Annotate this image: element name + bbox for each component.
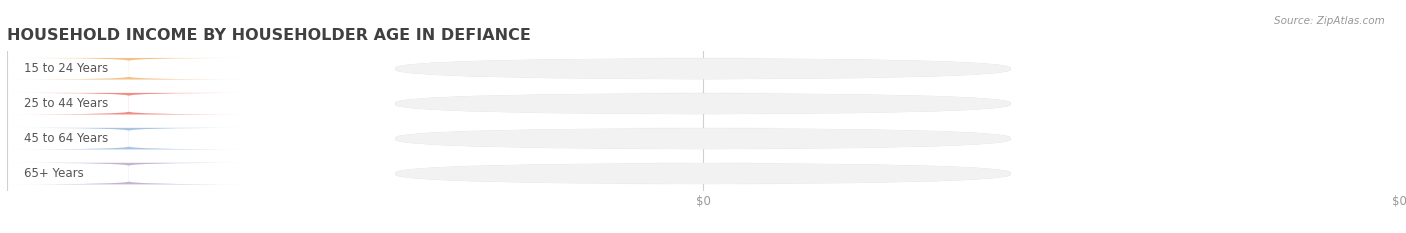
- Text: 45 to 64 Years: 45 to 64 Years: [24, 132, 108, 145]
- Text: $0: $0: [224, 97, 239, 110]
- FancyBboxPatch shape: [396, 93, 1010, 114]
- Text: $0: $0: [224, 62, 239, 75]
- FancyBboxPatch shape: [395, 93, 1011, 114]
- Text: $0: $0: [224, 132, 239, 145]
- Text: HOUSEHOLD INCOME BY HOUSEHOLDER AGE IN DEFIANCE: HOUSEHOLD INCOME BY HOUSEHOLDER AGE IN D…: [7, 28, 531, 43]
- FancyBboxPatch shape: [7, 163, 250, 184]
- Text: 25 to 44 Years: 25 to 44 Years: [24, 97, 108, 110]
- FancyBboxPatch shape: [396, 58, 1010, 79]
- FancyBboxPatch shape: [7, 58, 250, 79]
- FancyBboxPatch shape: [396, 163, 1010, 184]
- FancyBboxPatch shape: [395, 128, 1011, 149]
- FancyBboxPatch shape: [395, 58, 1011, 79]
- Text: 65+ Years: 65+ Years: [24, 167, 83, 180]
- Text: Source: ZipAtlas.com: Source: ZipAtlas.com: [1274, 16, 1385, 26]
- FancyBboxPatch shape: [7, 93, 250, 114]
- FancyBboxPatch shape: [396, 128, 1010, 149]
- FancyBboxPatch shape: [7, 128, 250, 149]
- FancyBboxPatch shape: [395, 163, 1011, 184]
- Text: $0: $0: [224, 167, 239, 180]
- Text: 15 to 24 Years: 15 to 24 Years: [24, 62, 108, 75]
